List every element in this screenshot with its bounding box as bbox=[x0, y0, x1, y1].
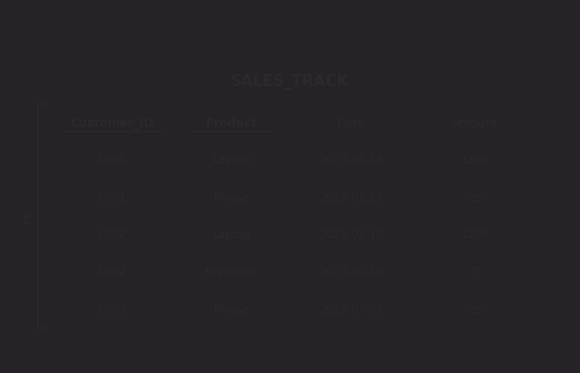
Text: 2023-02-10: 2023-02-10 bbox=[319, 267, 383, 277]
FancyBboxPatch shape bbox=[46, 254, 178, 291]
FancyBboxPatch shape bbox=[178, 291, 285, 328]
Text: Mouse: Mouse bbox=[213, 193, 249, 203]
FancyBboxPatch shape bbox=[46, 104, 178, 142]
Text: 75: 75 bbox=[468, 267, 482, 277]
FancyBboxPatch shape bbox=[285, 254, 416, 291]
Text: Amount: Amount bbox=[452, 117, 498, 129]
FancyBboxPatch shape bbox=[285, 104, 416, 142]
Text: 2023-02-10: 2023-02-10 bbox=[319, 230, 383, 240]
Text: Keyboard: Keyboard bbox=[205, 267, 258, 277]
FancyBboxPatch shape bbox=[285, 216, 416, 254]
Text: 2023-01-15: 2023-01-15 bbox=[319, 156, 383, 165]
FancyBboxPatch shape bbox=[178, 254, 285, 291]
FancyBboxPatch shape bbox=[416, 179, 534, 216]
Text: C001: C001 bbox=[98, 193, 126, 203]
Text: 1200: 1200 bbox=[461, 156, 489, 165]
Text: 1200: 1200 bbox=[461, 230, 489, 240]
Text: Customer_ID: Customer_ID bbox=[70, 117, 154, 129]
FancyBboxPatch shape bbox=[285, 291, 416, 328]
FancyBboxPatch shape bbox=[285, 142, 416, 179]
FancyBboxPatch shape bbox=[178, 216, 285, 254]
Text: C002: C002 bbox=[98, 230, 126, 240]
FancyBboxPatch shape bbox=[46, 291, 178, 328]
Text: C003: C003 bbox=[98, 305, 126, 314]
Text: Laptop: Laptop bbox=[212, 230, 251, 240]
FancyBboxPatch shape bbox=[46, 216, 178, 254]
Text: PK: PK bbox=[24, 210, 34, 223]
Text: SALES_TRACK: SALES_TRACK bbox=[231, 74, 349, 90]
Text: Mouse: Mouse bbox=[213, 305, 249, 314]
FancyBboxPatch shape bbox=[178, 179, 285, 216]
FancyBboxPatch shape bbox=[178, 142, 285, 179]
Text: 2023-01-15: 2023-01-15 bbox=[319, 193, 383, 203]
FancyBboxPatch shape bbox=[46, 142, 178, 179]
FancyBboxPatch shape bbox=[178, 104, 285, 142]
FancyBboxPatch shape bbox=[416, 216, 534, 254]
FancyBboxPatch shape bbox=[416, 254, 534, 291]
Text: C001: C001 bbox=[98, 156, 126, 165]
FancyBboxPatch shape bbox=[46, 60, 534, 104]
FancyBboxPatch shape bbox=[416, 142, 534, 179]
Text: Product: Product bbox=[206, 117, 258, 129]
Text: 2023-03-05: 2023-03-05 bbox=[319, 305, 383, 314]
Text: Laptop: Laptop bbox=[212, 156, 251, 165]
Text: 25: 25 bbox=[468, 193, 482, 203]
Text: C002: C002 bbox=[98, 267, 126, 277]
FancyBboxPatch shape bbox=[46, 179, 178, 216]
Text: Date: Date bbox=[337, 117, 365, 129]
FancyBboxPatch shape bbox=[416, 104, 534, 142]
FancyBboxPatch shape bbox=[285, 179, 416, 216]
FancyBboxPatch shape bbox=[416, 291, 534, 328]
Text: 25: 25 bbox=[468, 305, 482, 314]
